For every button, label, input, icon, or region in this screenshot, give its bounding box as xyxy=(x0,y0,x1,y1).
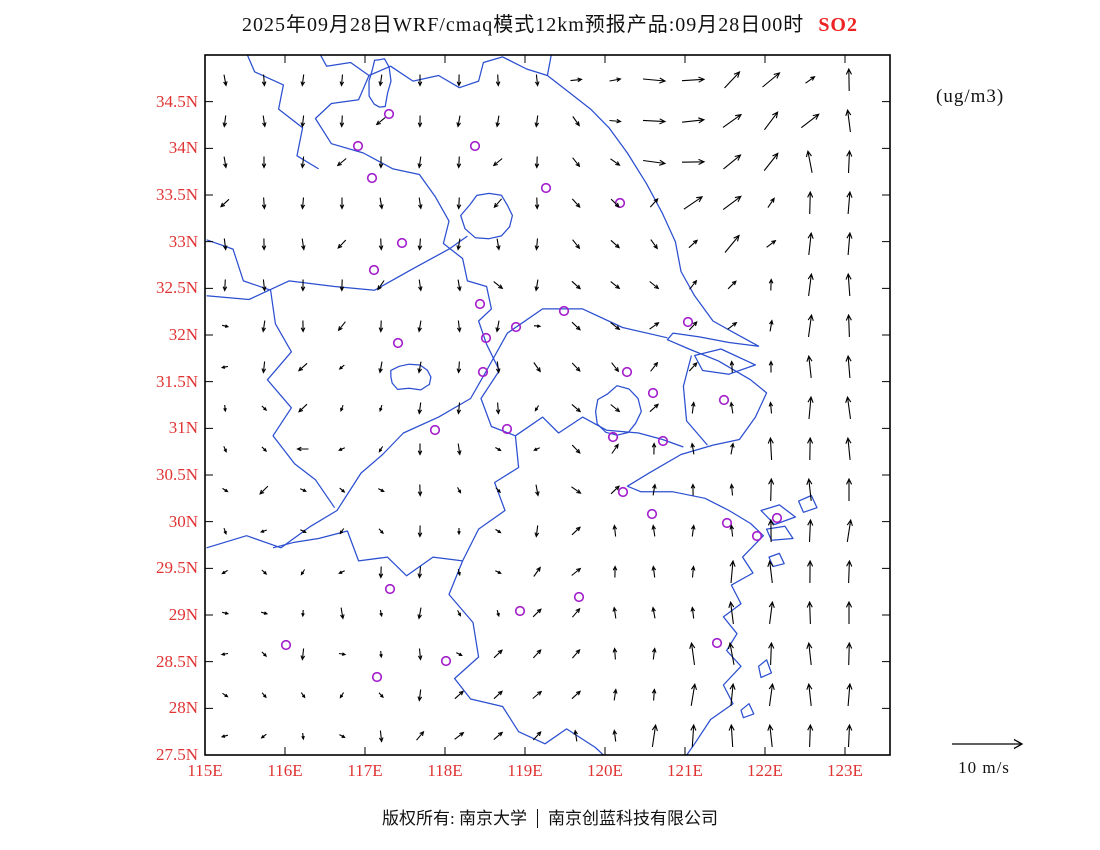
lon-tick-label: 119E xyxy=(507,761,543,780)
lon-tick-label: 120E xyxy=(587,761,623,780)
copyright-footer: 版权所有: 南京大学 南京创蓝科技有限公司 xyxy=(0,804,1100,829)
lat-tick-label: 32N xyxy=(168,325,198,344)
lon-tick-label: 117E xyxy=(347,761,383,780)
plot-frame xyxy=(204,54,891,756)
station-marker xyxy=(607,431,619,443)
station-marker xyxy=(396,237,408,249)
station-marker xyxy=(573,591,585,603)
station-marker xyxy=(621,366,633,378)
station-marker xyxy=(280,639,292,651)
station-marker xyxy=(501,423,513,435)
station-marker xyxy=(440,655,452,667)
lat-tick-label: 27.5N xyxy=(155,745,198,764)
station-marker xyxy=(514,605,526,617)
wind-scale-arrow xyxy=(952,738,1024,750)
geography-lines xyxy=(206,55,818,755)
wind-scale-label: 10 m/s xyxy=(958,758,1010,777)
station-marker xyxy=(646,508,658,520)
lat-tick-label: 32.5N xyxy=(155,278,198,298)
station-marker xyxy=(371,671,383,683)
station-marker xyxy=(510,321,522,333)
lat-tick-label: 28.5N xyxy=(155,651,198,671)
station-marker xyxy=(711,637,723,649)
lat-tick-label: 34.5N xyxy=(155,91,198,111)
lon-tick-label: 121E xyxy=(667,761,703,780)
title-text: 2025年09月28日WRF/cmaq模式12km预报产品:09月28日00时 xyxy=(241,14,805,36)
lat-tick-label: 28N xyxy=(168,698,198,718)
unit-label: (ug/m3) xyxy=(936,86,1005,107)
page-title: 2025年09月28日WRF/cmaq模式12km预报产品:09月28日00时 S… xyxy=(0,8,1100,37)
station-marker xyxy=(682,316,694,328)
lat-tick-label: 31N xyxy=(168,418,198,438)
station-marker xyxy=(657,435,669,447)
lat-tick-label: 30.5N xyxy=(155,465,198,484)
station-marker xyxy=(647,387,659,399)
lat-tick-label: 33N xyxy=(168,231,198,251)
station-marker xyxy=(392,337,404,349)
station-marker xyxy=(751,530,763,542)
title-species-label: SO2 xyxy=(818,14,858,36)
lon-tick-label: 115E xyxy=(187,761,223,780)
footer-divider-line xyxy=(536,809,538,828)
station-marker xyxy=(366,172,378,184)
station-marker xyxy=(558,305,570,317)
station-marker xyxy=(718,394,730,406)
station-marker xyxy=(721,517,733,529)
lat-tick-label: 34N xyxy=(168,138,198,158)
lat-tick-label: 29N xyxy=(168,605,198,624)
station-marker xyxy=(469,140,481,152)
station-marker xyxy=(384,583,396,595)
wind-vectors xyxy=(220,67,853,748)
lat-tick-label: 30N xyxy=(168,511,198,531)
station-markers xyxy=(280,108,783,683)
lat-tick-label: 33.5N xyxy=(155,185,198,204)
lat-tick-label: 29.5N xyxy=(155,558,198,578)
station-marker xyxy=(352,140,364,152)
station-marker xyxy=(480,332,492,344)
copyright-company: 南京创蓝科技有限公司 xyxy=(547,809,718,828)
station-marker xyxy=(477,366,489,378)
lon-tick-label: 123E xyxy=(827,761,863,780)
station-marker xyxy=(368,264,380,276)
station-marker xyxy=(540,182,552,194)
station-marker xyxy=(383,108,395,120)
lon-tick-label: 118E xyxy=(427,761,463,780)
station-marker xyxy=(474,298,486,310)
lon-tick-label: 116E xyxy=(267,761,303,780)
station-marker xyxy=(771,512,783,524)
lat-tick-label: 31.5N xyxy=(155,371,198,391)
station-marker xyxy=(429,424,441,436)
lon-tick-label: 122E xyxy=(747,761,783,780)
station-marker xyxy=(617,486,629,498)
copyright-owner: 版权所有: 南京大学 xyxy=(382,809,527,828)
